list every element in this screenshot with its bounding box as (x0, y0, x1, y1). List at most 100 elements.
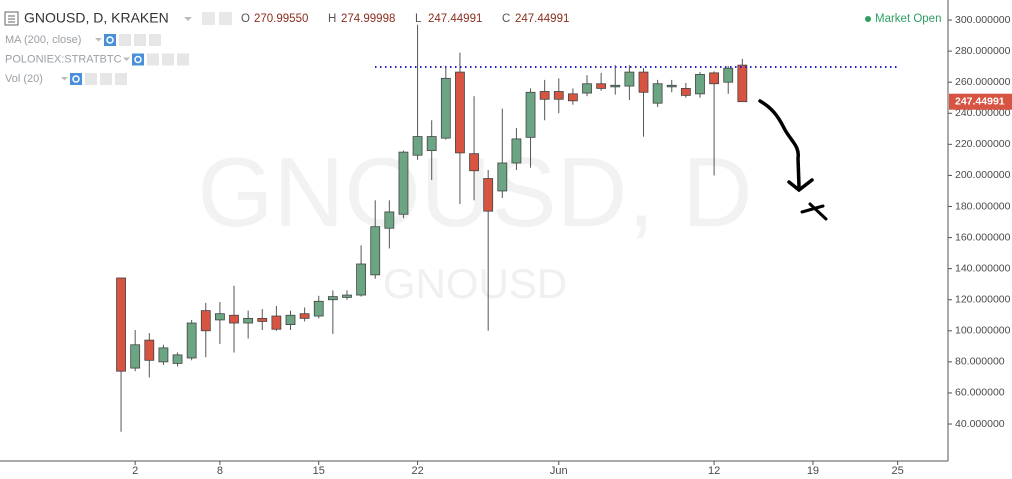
hide-icon[interactable] (219, 12, 232, 25)
candle-body (370, 226, 381, 276)
candle-body (553, 91, 564, 100)
y-tick-label: 60.000000 (955, 387, 1005, 399)
hand-drawn-arrow (758, 99, 801, 188)
candle-body (610, 84, 621, 88)
candle-body (568, 93, 578, 102)
candle-body (638, 71, 649, 93)
candle-body (737, 64, 748, 103)
symbol-icon[interactable] (4, 11, 19, 26)
indicator-action[interactable] (85, 73, 97, 85)
market-status: Market Open (875, 13, 941, 25)
last-price-tag (949, 93, 1012, 110)
target-mark (800, 202, 828, 221)
symbol[interactable]: GNOUSD, D, KRAKEN (24, 10, 169, 26)
candle-body (158, 347, 169, 363)
candle-body (144, 339, 155, 361)
candle-body (666, 84, 677, 88)
y-tick-label: 40.000000 (955, 418, 1005, 430)
candle-body (172, 354, 183, 364)
candle-body (327, 296, 338, 301)
y-tick-label: 200.000000 (955, 169, 1011, 181)
indicator-action[interactable] (147, 53, 159, 66)
candle-body (596, 83, 607, 89)
candle-body (680, 88, 691, 96)
ohlc-value: 270.99550 (254, 13, 308, 25)
indicator-action[interactable] (100, 73, 112, 85)
candle-body (186, 322, 197, 359)
candle-body (356, 263, 367, 296)
indicator-action[interactable] (162, 53, 174, 66)
x-tick-label: 19 (807, 465, 819, 477)
candle-body (426, 136, 437, 151)
candle-body (455, 71, 465, 154)
dropdown-arrow[interactable] (61, 77, 68, 81)
y-tick-label: 240.000000 (955, 107, 1011, 119)
indicator-action[interactable] (177, 53, 189, 66)
indicator-settings[interactable] (104, 34, 116, 46)
y-tick-label: 220.000000 (955, 138, 1011, 150)
indicator-label: MA (200, close) (5, 34, 81, 46)
x-tick-label: 8 (217, 465, 223, 477)
candle-body (624, 71, 635, 87)
y-tick-label: 300.000000 (955, 14, 1011, 26)
settings-icon[interactable] (202, 12, 215, 25)
y-tick-label: 80.000000 (955, 356, 1005, 368)
candle-body (130, 344, 141, 369)
indicator-action[interactable] (134, 34, 146, 46)
indicator-action[interactable] (149, 34, 161, 46)
candle-body (497, 162, 508, 192)
ohlc-key: O (241, 13, 250, 25)
last-price-label: 247.44991 (955, 95, 1005, 107)
x-tick-label: 12 (708, 465, 720, 477)
dropdown-arrow[interactable] (184, 17, 192, 21)
candle-body (525, 91, 536, 138)
candle-body (229, 314, 239, 324)
candle-body (709, 72, 719, 85)
candle-body (723, 67, 734, 83)
ohlc-value: 247.44991 (428, 13, 482, 25)
watermark-subtitle: GNOUSD (383, 260, 567, 307)
candle-body (652, 83, 663, 104)
indicator-settings-dot (134, 55, 142, 64)
candle-body (469, 153, 479, 172)
candle-body (214, 313, 225, 321)
candle-body (412, 136, 423, 156)
y-tick-label: 260.000000 (955, 76, 1011, 88)
candle-body (483, 178, 494, 212)
y-tick-label: 120.000000 (955, 294, 1011, 306)
y-tick-label: 160.000000 (955, 231, 1011, 243)
candle-body (299, 313, 310, 319)
x-tick-label: 25 (892, 465, 904, 477)
candle-body (342, 294, 352, 298)
indicator-label: Vol (20) (5, 73, 43, 85)
y-tick-label: 280.000000 (955, 45, 1011, 57)
candle-body (116, 277, 126, 372)
indicator-action[interactable] (119, 34, 131, 46)
candle-body (271, 315, 282, 330)
ohlc-key: L (415, 13, 422, 25)
candle-body (511, 138, 522, 164)
plot-area (116, 24, 748, 432)
indicator-settings-dot (72, 75, 80, 83)
candle-body (243, 317, 254, 324)
indicator-settings[interactable] (70, 73, 82, 85)
candle-body (539, 91, 550, 100)
x-tick-label: Jun (550, 465, 568, 477)
indicator-settings[interactable] (132, 53, 144, 66)
indicator-action[interactable] (115, 73, 127, 85)
candle-body (398, 151, 409, 215)
candle-body (695, 74, 705, 95)
ohlc-value: 274.99998 (341, 13, 395, 25)
candle-body (285, 314, 296, 325)
dropdown-arrow[interactable] (123, 57, 130, 62)
ohlc-key: C (502, 13, 510, 25)
arrow-head (787, 178, 814, 193)
dropdown-arrow[interactable] (95, 38, 102, 42)
y-tick-label: 140.000000 (955, 262, 1011, 274)
ohlc-value: 247.44991 (515, 13, 569, 25)
ohlc-readout: O 270.99550 H 274.99998 L 247.44991 C 247.44991 (241, 13, 569, 25)
ohlc-key: H (328, 13, 336, 25)
indicator-settings-dot (106, 36, 114, 44)
